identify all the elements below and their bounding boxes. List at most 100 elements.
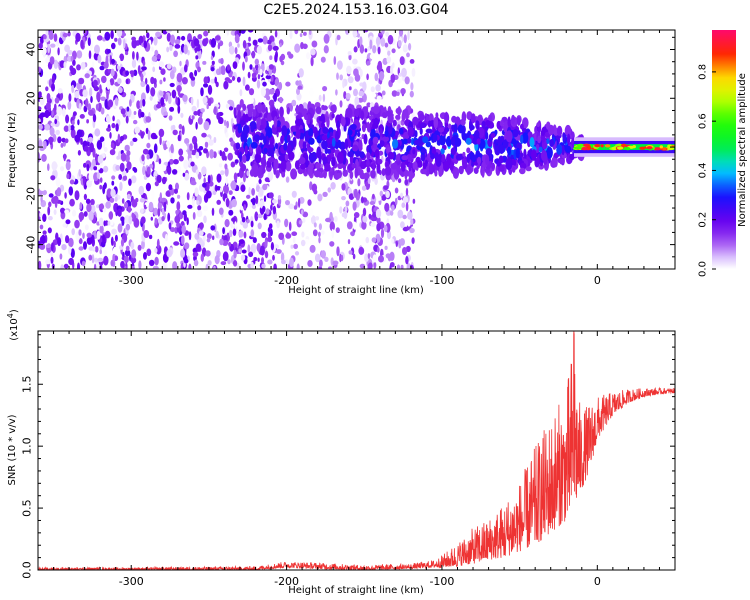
heatmap-cell	[87, 37, 91, 46]
heatmap-cell	[498, 144, 505, 154]
heatmap-cell	[238, 239, 245, 245]
heatmap-cell	[357, 178, 361, 187]
heatmap-cell	[536, 122, 540, 128]
heatmap-cell	[412, 116, 419, 126]
heatmap-cell	[390, 65, 394, 76]
heatmap-cell	[313, 170, 321, 178]
heatmap-cell	[213, 223, 217, 233]
heatmap-cell	[397, 40, 402, 47]
heatmap-cell	[136, 100, 141, 110]
heatmap-cell	[74, 190, 80, 201]
heatmap-cell	[110, 142, 115, 149]
heatmap-cell	[131, 36, 137, 41]
heatmap-cell	[337, 139, 342, 149]
heatmap-cell	[361, 185, 367, 191]
heatmap-cell	[62, 107, 66, 117]
heatmap-cell	[110, 30, 114, 40]
heatmap-cell	[206, 104, 209, 110]
heatmap-cell	[375, 208, 382, 219]
heatmap-cell	[43, 34, 47, 40]
heatmap-cell	[209, 149, 215, 159]
heatmap-cell	[268, 88, 275, 95]
heatmap-cell	[47, 163, 50, 171]
heatmap-cell	[200, 108, 205, 113]
heatmap-cell	[111, 175, 116, 180]
x-tick-label: -100	[429, 274, 454, 287]
heatmap-cell	[246, 194, 251, 199]
heatmap-cell	[128, 178, 132, 186]
heatmap-cell	[258, 178, 262, 184]
heatmap-cell	[363, 133, 368, 145]
heatmap-cell	[359, 263, 366, 269]
heatmap-cell	[64, 209, 69, 214]
heatmap-cell	[215, 230, 219, 239]
heatmap-cell	[371, 237, 377, 243]
heatmap-cell	[61, 244, 67, 251]
heatmap-cell	[138, 260, 142, 269]
heatmap-cell	[434, 169, 438, 177]
heatmap-cell	[173, 159, 179, 165]
heatmap-cell	[286, 144, 292, 155]
heatmap-cell	[400, 192, 404, 198]
heatmap-cell	[285, 176, 290, 183]
heatmap-cell	[369, 39, 373, 50]
heatmap-cell	[133, 119, 138, 125]
heatmap-cell	[117, 223, 123, 233]
heatmap-cell	[422, 169, 428, 175]
heatmap-cell	[140, 80, 146, 88]
heatmap-cell	[362, 207, 367, 217]
heatmap-cell	[149, 163, 154, 169]
heatmap-cell	[329, 211, 333, 221]
heatmap-cell	[289, 30, 293, 39]
heatmap-cell	[195, 55, 199, 60]
heatmap-cell	[51, 83, 55, 92]
heatmap-cell	[328, 266, 332, 269]
heatmap-cell	[564, 124, 572, 137]
heatmap-cell	[385, 31, 389, 37]
heatmap-cell	[177, 104, 181, 114]
heatmap-cell	[78, 102, 82, 110]
heatmap-cell	[203, 121, 210, 131]
heatmap-cell	[234, 47, 238, 55]
heatmap-cell	[620, 143, 627, 147]
heatmap-cell	[315, 162, 321, 169]
heatmap-cell	[107, 49, 111, 54]
colorbar-tick-label: 0.2	[698, 212, 709, 228]
heatmap-cell	[507, 116, 511, 128]
heatmap-cell	[377, 46, 381, 55]
heatmap-cell	[250, 97, 254, 104]
heatmap-cell	[352, 58, 358, 65]
heatmap-cell	[202, 60, 207, 65]
heatmap-cell	[120, 152, 127, 162]
heatmap-cell	[38, 42, 43, 49]
heatmap-cell	[270, 204, 273, 211]
heatmap-cell	[315, 106, 322, 115]
heatmap-cell	[146, 248, 152, 257]
heatmap-cell	[117, 208, 122, 217]
heatmap-cell	[74, 90, 80, 99]
heatmap-cell	[419, 122, 427, 128]
heatmap-cell	[312, 229, 318, 237]
heatmap-cell	[330, 182, 336, 190]
heatmap-cell	[402, 214, 407, 220]
heatmap-cell	[519, 152, 524, 158]
heatmap-cell	[212, 235, 215, 241]
heatmap-cell	[169, 227, 176, 233]
heatmap-cell	[262, 205, 266, 213]
heatmap-cell	[57, 136, 62, 144]
heatmap-cell	[276, 30, 281, 40]
x-axis-label: Height of straight line (km)	[288, 585, 424, 596]
heatmap-cell	[382, 57, 388, 66]
heatmap-cell	[89, 87, 93, 97]
heatmap-cell	[308, 30, 312, 35]
heatmap-cell	[379, 127, 383, 137]
heatmap-cell	[376, 216, 381, 224]
heatmap-cell	[491, 162, 496, 170]
heatmap-cell	[370, 169, 376, 179]
heatmap-cell	[389, 251, 395, 261]
heatmap-cell	[72, 59, 76, 66]
heatmap-cell	[359, 151, 365, 159]
heatmap-cell	[162, 263, 166, 269]
heatmap-cell	[78, 229, 82, 236]
heatmap-cell	[197, 171, 202, 180]
